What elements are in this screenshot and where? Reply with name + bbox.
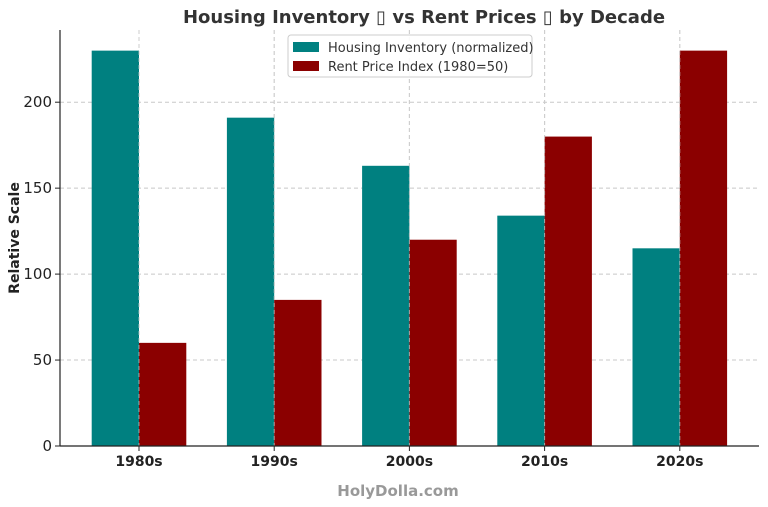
bar-housing-inventory-2000s [362,165,410,447]
watermark: HolyDolla.com [337,482,458,500]
legend-swatch-housing-inventory [293,42,319,52]
x-tick-label-2020s: 2020s [656,454,703,470]
bar-rent-price-index-2010s [544,136,592,447]
bar-rent-price-index-1980s [139,342,187,446]
legend-swatch-rent-price-index [293,61,319,71]
ticks: 0 50 100 150 200 1980s 1990s 2000s 2010s 2020s [23,93,703,470]
bar-housing-inventory-1980s [91,50,139,446]
bar-rent-price-index-2000s [409,239,457,446]
y-tick-label-100: 100 [23,265,52,283]
y-tick-label-200: 200 [23,93,52,111]
bar-housing-inventory-1990s [226,117,275,446]
legend-label-housing-inventory: Housing Inventory (normalized) [328,41,534,56]
bars [91,30,728,447]
legend-box [287,34,533,78]
y-tick-label-0: 0 [42,437,52,455]
y-tick-label-150: 150 [23,179,52,197]
bar-rent-price-index-2020s [679,50,728,446]
x-tick-label-1990s: 1990s [251,454,298,470]
y-tick-label-50: 50 [33,351,52,369]
bar-housing-inventory-2020s [632,248,680,446]
legend: Housing Inventory (normalized) Rent Price… [287,34,534,78]
x-tick-label-2010s: 2010s [521,454,568,470]
chart-title: Housing Inventory ▯ vs Rent Prices ▯ by … [183,7,665,28]
bar-rent-price-index-1990s [274,299,322,446]
y-axis-label: Relative Scale [7,182,23,294]
bar-housing-inventory-2010s [497,215,545,446]
legend-label-rent-price-index: Rent Price Index (1980=50) [328,60,508,75]
x-tick-label-1980s: 1980s [115,454,162,470]
x-tick-label-2000s: 2000s [386,454,433,470]
